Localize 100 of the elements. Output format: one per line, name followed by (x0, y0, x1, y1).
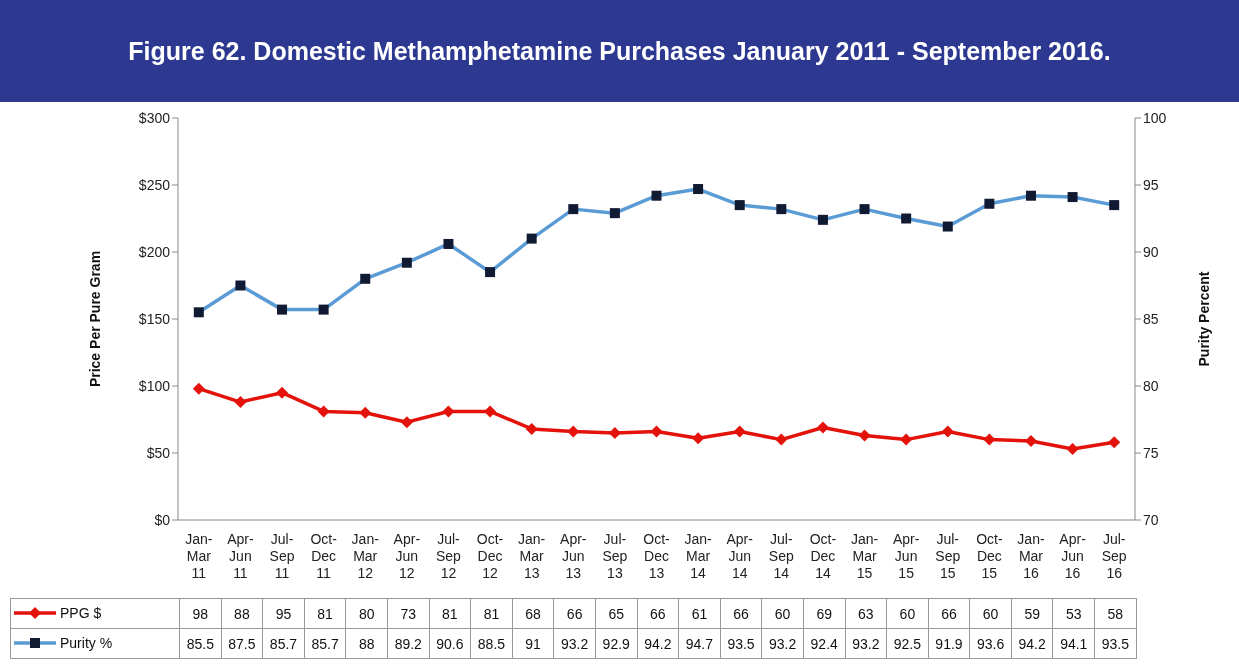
data-label: 58 (1094, 598, 1137, 629)
data-label: 87.5 (221, 628, 263, 659)
data-label: 85.7 (304, 628, 346, 659)
x-tick-label: Oct-Dec 11 (310, 531, 338, 581)
data-label: 63 (845, 598, 887, 629)
data-label: 93.2 (761, 628, 804, 659)
data-label: 93.5 (720, 628, 762, 659)
x-tick-label: Apr-Jun 16 (1059, 531, 1087, 581)
data-label: 66 (553, 598, 596, 629)
data-label: 68 (512, 598, 554, 629)
y-tick-label: $50 (146, 444, 171, 461)
legend-label: Purity % (60, 634, 113, 651)
data-label: 66 (637, 598, 679, 629)
point (400, 416, 413, 429)
data-label: 73 (387, 598, 430, 629)
data-label: 81 (304, 598, 346, 629)
data-label: 66 (720, 598, 762, 629)
y2-tick-label: 90 (1143, 243, 1159, 260)
data-label: 95 (262, 598, 305, 629)
data-label: 59 (1011, 598, 1053, 629)
data-label: 60 (761, 598, 804, 629)
data-label: 93.2 (553, 628, 596, 659)
data-label: 94.1 (1052, 628, 1095, 659)
point (858, 429, 871, 442)
data-label: 94.2 (637, 628, 679, 659)
point (692, 432, 705, 445)
x-tick-label: Jan-Mar 15 (850, 531, 879, 581)
x-tick-label: Jul-Sep 14 (768, 531, 794, 581)
x-tick-label: Jul-Sep 12 (436, 531, 462, 581)
y2-tick-label: 75 (1143, 444, 1159, 461)
x-tick-label: Jan-Mar 16 (1017, 531, 1045, 581)
x-tick-label: Oct-Dec 12 (476, 531, 504, 581)
x-tick-label: Apr-Jun 11 (227, 531, 254, 581)
data-label: 85.7 (262, 628, 305, 659)
data-label: 60 (969, 598, 1012, 629)
x-tick-label: Apr-Jun 12 (393, 531, 421, 581)
data-label: 93.2 (845, 628, 887, 659)
x-tick-label: Oct-Dec 13 (643, 531, 671, 581)
y-axis-title: Price Per Pure Gram (86, 250, 103, 388)
y-tick-label: $200 (138, 243, 171, 260)
y-tick-label: $0 (154, 511, 171, 528)
point (234, 396, 247, 409)
data-label: 69 (803, 598, 845, 629)
data-label: 94.7 (678, 628, 721, 659)
point (941, 425, 954, 438)
point (733, 425, 746, 438)
data-label: 92.4 (803, 628, 845, 659)
y-tick-label: $250 (138, 176, 171, 193)
y2-tick-label: 100 (1143, 109, 1167, 126)
data-label: 85.5 (179, 628, 222, 659)
x-tick-label: Oct-Dec 15 (976, 531, 1003, 581)
data-label: 92.5 (886, 628, 929, 659)
data-label: 81 (470, 598, 513, 629)
data-label: 94.2 (1011, 628, 1053, 659)
data-label: 81 (429, 598, 471, 629)
y-tick-label: $100 (138, 377, 171, 394)
legend-label: PPG $ (60, 604, 102, 621)
data-label: 80 (345, 598, 388, 629)
data-label: 93.5 (1094, 628, 1137, 659)
point (525, 422, 538, 435)
x-tick-label: Jan-Mar 13 (518, 531, 546, 581)
y2-tick-label: 95 (1143, 176, 1159, 193)
data-label: 92.9 (595, 628, 638, 659)
data-label: 90.6 (429, 628, 471, 659)
data-label: 91 (512, 628, 554, 659)
point (900, 433, 913, 446)
x-tick-label: Oct-Dec 14 (809, 531, 837, 581)
data-label: 93.6 (969, 628, 1012, 659)
point (276, 386, 289, 399)
x-tick-label: Jul-Sep 16 (1101, 531, 1127, 581)
y2-tick-label: 85 (1143, 310, 1159, 327)
data-label: 88 (221, 598, 263, 629)
x-tick-label: Jul-Sep 13 (602, 531, 628, 581)
x-tick-label: Apr-Jun 15 (892, 531, 920, 581)
data-label: 65 (595, 598, 638, 629)
point (1108, 436, 1121, 449)
x-tick-label: Apr-Jun 14 (726, 531, 754, 581)
x-tick-label: Jul-Sep 15 (935, 531, 961, 581)
y2-tick-label: 80 (1143, 377, 1159, 394)
data-label: 53 (1052, 598, 1095, 629)
x-tick-label: Jul-Sep 11 (269, 531, 295, 581)
data-label: 66 (928, 598, 970, 629)
y-tick-label: $150 (138, 310, 171, 327)
data-label: 98 (179, 598, 222, 629)
data-label: 60 (886, 598, 929, 629)
y2-tick-label: 70 (1143, 511, 1159, 528)
x-tick-label: Jan-Mar 12 (351, 531, 380, 581)
point (816, 421, 829, 434)
point (192, 382, 205, 395)
data-label: 88.5 (470, 628, 513, 659)
point (484, 405, 497, 418)
x-tick-label: Apr-Jun 13 (560, 531, 587, 581)
point (775, 433, 788, 446)
data-label: 88 (345, 628, 388, 659)
x-tick-label: Jan-Mar 11 (185, 531, 213, 581)
y-tick-label: $300 (138, 109, 171, 126)
data-label: 91.9 (928, 628, 970, 659)
chart-title: Figure 62. Domestic Methamphetamine Purchases January 2011 - September 2016. (0, 0, 1239, 102)
data-label: 89.2 (387, 628, 430, 659)
x-tick-label: Jan-Mar 14 (684, 531, 713, 581)
